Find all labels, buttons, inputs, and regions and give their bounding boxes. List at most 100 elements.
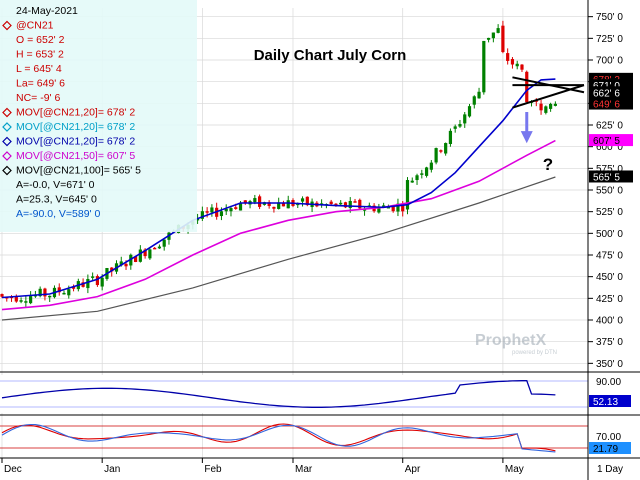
info-line: A=-90.0, V=589' 0 xyxy=(16,208,100,220)
indicator1-line xyxy=(1,380,556,408)
candle-body xyxy=(434,148,438,163)
candle-body xyxy=(48,295,52,298)
legend-diamond-icon xyxy=(2,122,12,132)
info-line: MOV[@CN21,20]= 678' 2 xyxy=(16,136,135,148)
candle-body xyxy=(224,208,228,212)
candle-body xyxy=(520,64,524,70)
candle-body xyxy=(401,205,405,212)
candle-body xyxy=(219,211,224,217)
x-tick-label: Dec xyxy=(4,464,22,475)
y-tick-label: 375' 0 xyxy=(596,337,623,348)
x-tick-label: Feb xyxy=(204,464,222,475)
candle-body xyxy=(133,256,138,262)
watermark-sub: powered by DTN xyxy=(512,350,557,356)
legend-diamond-icon xyxy=(2,107,12,118)
candle-body xyxy=(14,297,18,302)
candle-body xyxy=(43,288,47,297)
info-line: NC= -9' 6 xyxy=(16,92,60,104)
candle-body xyxy=(415,175,419,181)
y-tick-label: 350' 0 xyxy=(596,359,623,370)
candle-body xyxy=(95,276,100,286)
candle-body xyxy=(38,288,42,297)
candle-body xyxy=(424,167,429,176)
indicator2-value-tag xyxy=(589,442,631,454)
indicator2-axis-label: 70.00 xyxy=(596,432,621,443)
ma20-line xyxy=(1,78,556,299)
candle-body xyxy=(439,150,443,152)
candle-body xyxy=(71,286,76,289)
info-panel: 24-May-2021 @CN21 O = 652' 2 H = 653' 2 L = … xyxy=(0,0,197,232)
candle-body xyxy=(286,200,290,209)
info-line: MOV[@CN21,50]= 607' 5 xyxy=(16,150,135,162)
indicator1-value-tag xyxy=(589,395,631,407)
y-tick-label: 700' 0 xyxy=(596,56,623,67)
candle-body xyxy=(238,202,243,211)
trend-line xyxy=(512,76,585,94)
interval-label: 1 Day xyxy=(597,464,623,475)
info-line: L = 645' 4 xyxy=(16,63,62,75)
candle-body xyxy=(195,218,200,221)
y-tick-label: 450' 0 xyxy=(596,272,623,283)
candle-body xyxy=(358,199,362,209)
info-line: MOV[@CN21,20]= 678' 2 xyxy=(16,121,135,133)
x-tick-label: Jan xyxy=(104,464,120,475)
candle-body xyxy=(553,103,557,106)
candle-body xyxy=(448,130,453,145)
candle-body xyxy=(463,114,467,124)
indicator2-slow-line xyxy=(1,423,556,452)
candle-body xyxy=(420,173,424,175)
info-panel-bg xyxy=(0,0,197,232)
candle-body xyxy=(148,249,152,259)
info-line: A=-0.0, V=671' 0 xyxy=(16,179,95,191)
watermark-brand: ProphetX xyxy=(475,332,546,349)
candle-body xyxy=(200,211,204,219)
info-line: MOV[@CN21,20]= 678' 2 xyxy=(16,107,135,119)
candle-body xyxy=(429,162,433,170)
y-tick-label: 400' 0 xyxy=(596,316,623,327)
candle-body xyxy=(382,205,386,207)
candle-body xyxy=(525,71,529,103)
candle-body xyxy=(62,292,66,295)
candle-body xyxy=(549,103,553,109)
candle-body xyxy=(81,282,85,287)
candle-body xyxy=(396,203,400,212)
x-tick-label: Mar xyxy=(295,464,313,475)
trend-lines xyxy=(512,76,585,144)
candle-body xyxy=(334,203,338,206)
info-line: 24-May-2021 xyxy=(16,5,78,17)
indicator1-value-label: 52.13 xyxy=(593,397,618,408)
candle-body xyxy=(386,206,391,209)
candle-body xyxy=(124,263,128,267)
candle-body xyxy=(472,96,476,105)
price-tag xyxy=(589,170,633,183)
candle-body xyxy=(243,200,247,203)
question-mark: ? xyxy=(543,155,553,174)
price-tag-label: 649' 6 xyxy=(593,100,620,111)
candle-body xyxy=(29,296,33,304)
candle-body xyxy=(391,206,395,212)
info-line: A=25.3, V=645' 0 xyxy=(16,194,97,206)
y-tick-label: 575' 0 xyxy=(596,164,623,175)
candle-body xyxy=(100,277,104,287)
candle-body xyxy=(153,247,157,250)
candle-body xyxy=(296,203,300,206)
candle-body xyxy=(339,202,343,205)
candle-body xyxy=(539,103,543,111)
candle-body xyxy=(253,198,257,203)
candle-body xyxy=(162,239,166,247)
price-tag xyxy=(589,134,633,147)
candle-body xyxy=(57,287,61,293)
info-line: H = 653' 2 xyxy=(16,49,64,61)
info-line: @CN21 xyxy=(16,20,54,32)
candle-body xyxy=(405,180,410,210)
info-line: MOV[@CN21,100]= 565' 5 xyxy=(16,165,141,177)
down-arrow-head xyxy=(520,131,533,144)
candle-body xyxy=(110,267,114,272)
candle-body xyxy=(67,289,71,296)
candle-body xyxy=(272,206,276,209)
candle-body xyxy=(305,196,309,206)
x-tick-label: May xyxy=(505,464,524,475)
legend-diamond-icon xyxy=(2,165,12,176)
candle-body xyxy=(515,63,519,67)
